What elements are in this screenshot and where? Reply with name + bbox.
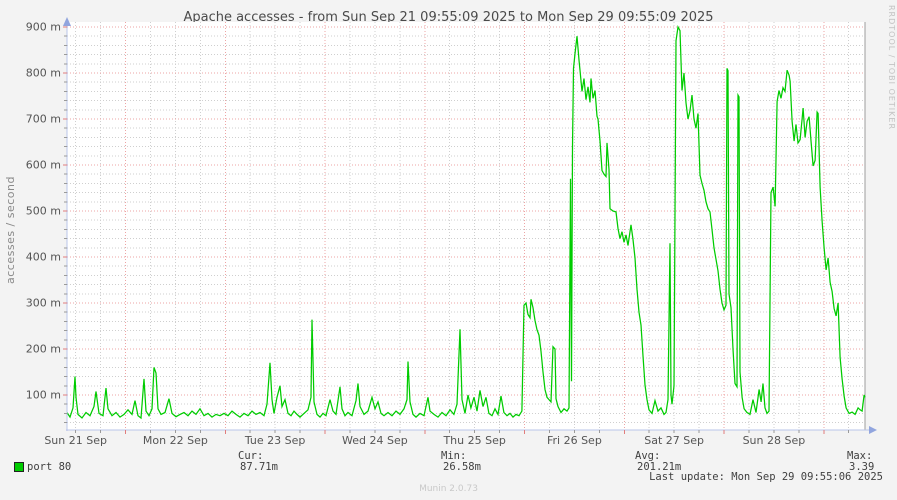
y-tick-label: 900 m <box>26 21 61 34</box>
series-avg-value: 201.21m <box>637 461 682 473</box>
x-tick-label: Sat 27 Sep <box>644 434 704 447</box>
y-tick-label: 800 m <box>26 67 61 80</box>
x-axis-arrow-icon <box>869 426 877 434</box>
munin-version-text: Munin 2.0.73 <box>419 484 478 494</box>
y-tick-label: 500 m <box>26 205 61 218</box>
rrdtool-watermark: RRDTOOL / TOBI OETIKER <box>887 5 896 131</box>
series-color-swatch <box>14 462 24 472</box>
legend-series-row: port 80 87.71m 26.58m 201.21m 3.39 <box>0 461 897 474</box>
y-tick-label: 600 m <box>26 159 61 172</box>
y-axis-arrow-icon <box>63 17 71 26</box>
x-tick-label: Sun 28 Sep <box>743 434 806 447</box>
legend-header-max: Max: <box>847 450 873 462</box>
series-label: port 80 <box>27 461 72 473</box>
chart-title: Apache accesses - from Sun Sep 21 09:55:… <box>183 10 714 25</box>
series-line-port-80 <box>66 25 866 420</box>
series-cur-value: 87.71m <box>240 461 278 473</box>
series-min-value: 26.58m <box>443 461 481 473</box>
y-tick-label: 300 m <box>26 297 61 310</box>
y-tick-label: 100 m <box>26 389 61 402</box>
last-update-text: Last update: Mon Sep 29 09:55:06 2025 <box>649 471 883 483</box>
legend-header-row: Cur: Min: Avg: Max: <box>0 450 897 463</box>
x-tick-label: Thu 25 Sep <box>442 434 505 447</box>
series-max-value: 3.39 <box>849 461 875 473</box>
x-tick-label: Tue 23 Sep <box>244 434 306 447</box>
plot-background <box>67 22 865 430</box>
legend-header-avg: Avg: <box>635 450 661 462</box>
x-tick-label: Wed 24 Sep <box>342 434 408 447</box>
x-tick-label: Mon 22 Sep <box>143 434 208 447</box>
y-tick-label: 700 m <box>26 113 61 126</box>
y-tick-label: 200 m <box>26 343 61 356</box>
legend-header-cur: Cur: <box>238 450 264 462</box>
y-tick-label: 400 m <box>26 251 61 264</box>
x-tick-label: Fri 26 Sep <box>547 434 602 447</box>
legend-header-min: Min: <box>441 450 467 462</box>
x-tick-label: Sun 21 Sep <box>44 434 107 447</box>
